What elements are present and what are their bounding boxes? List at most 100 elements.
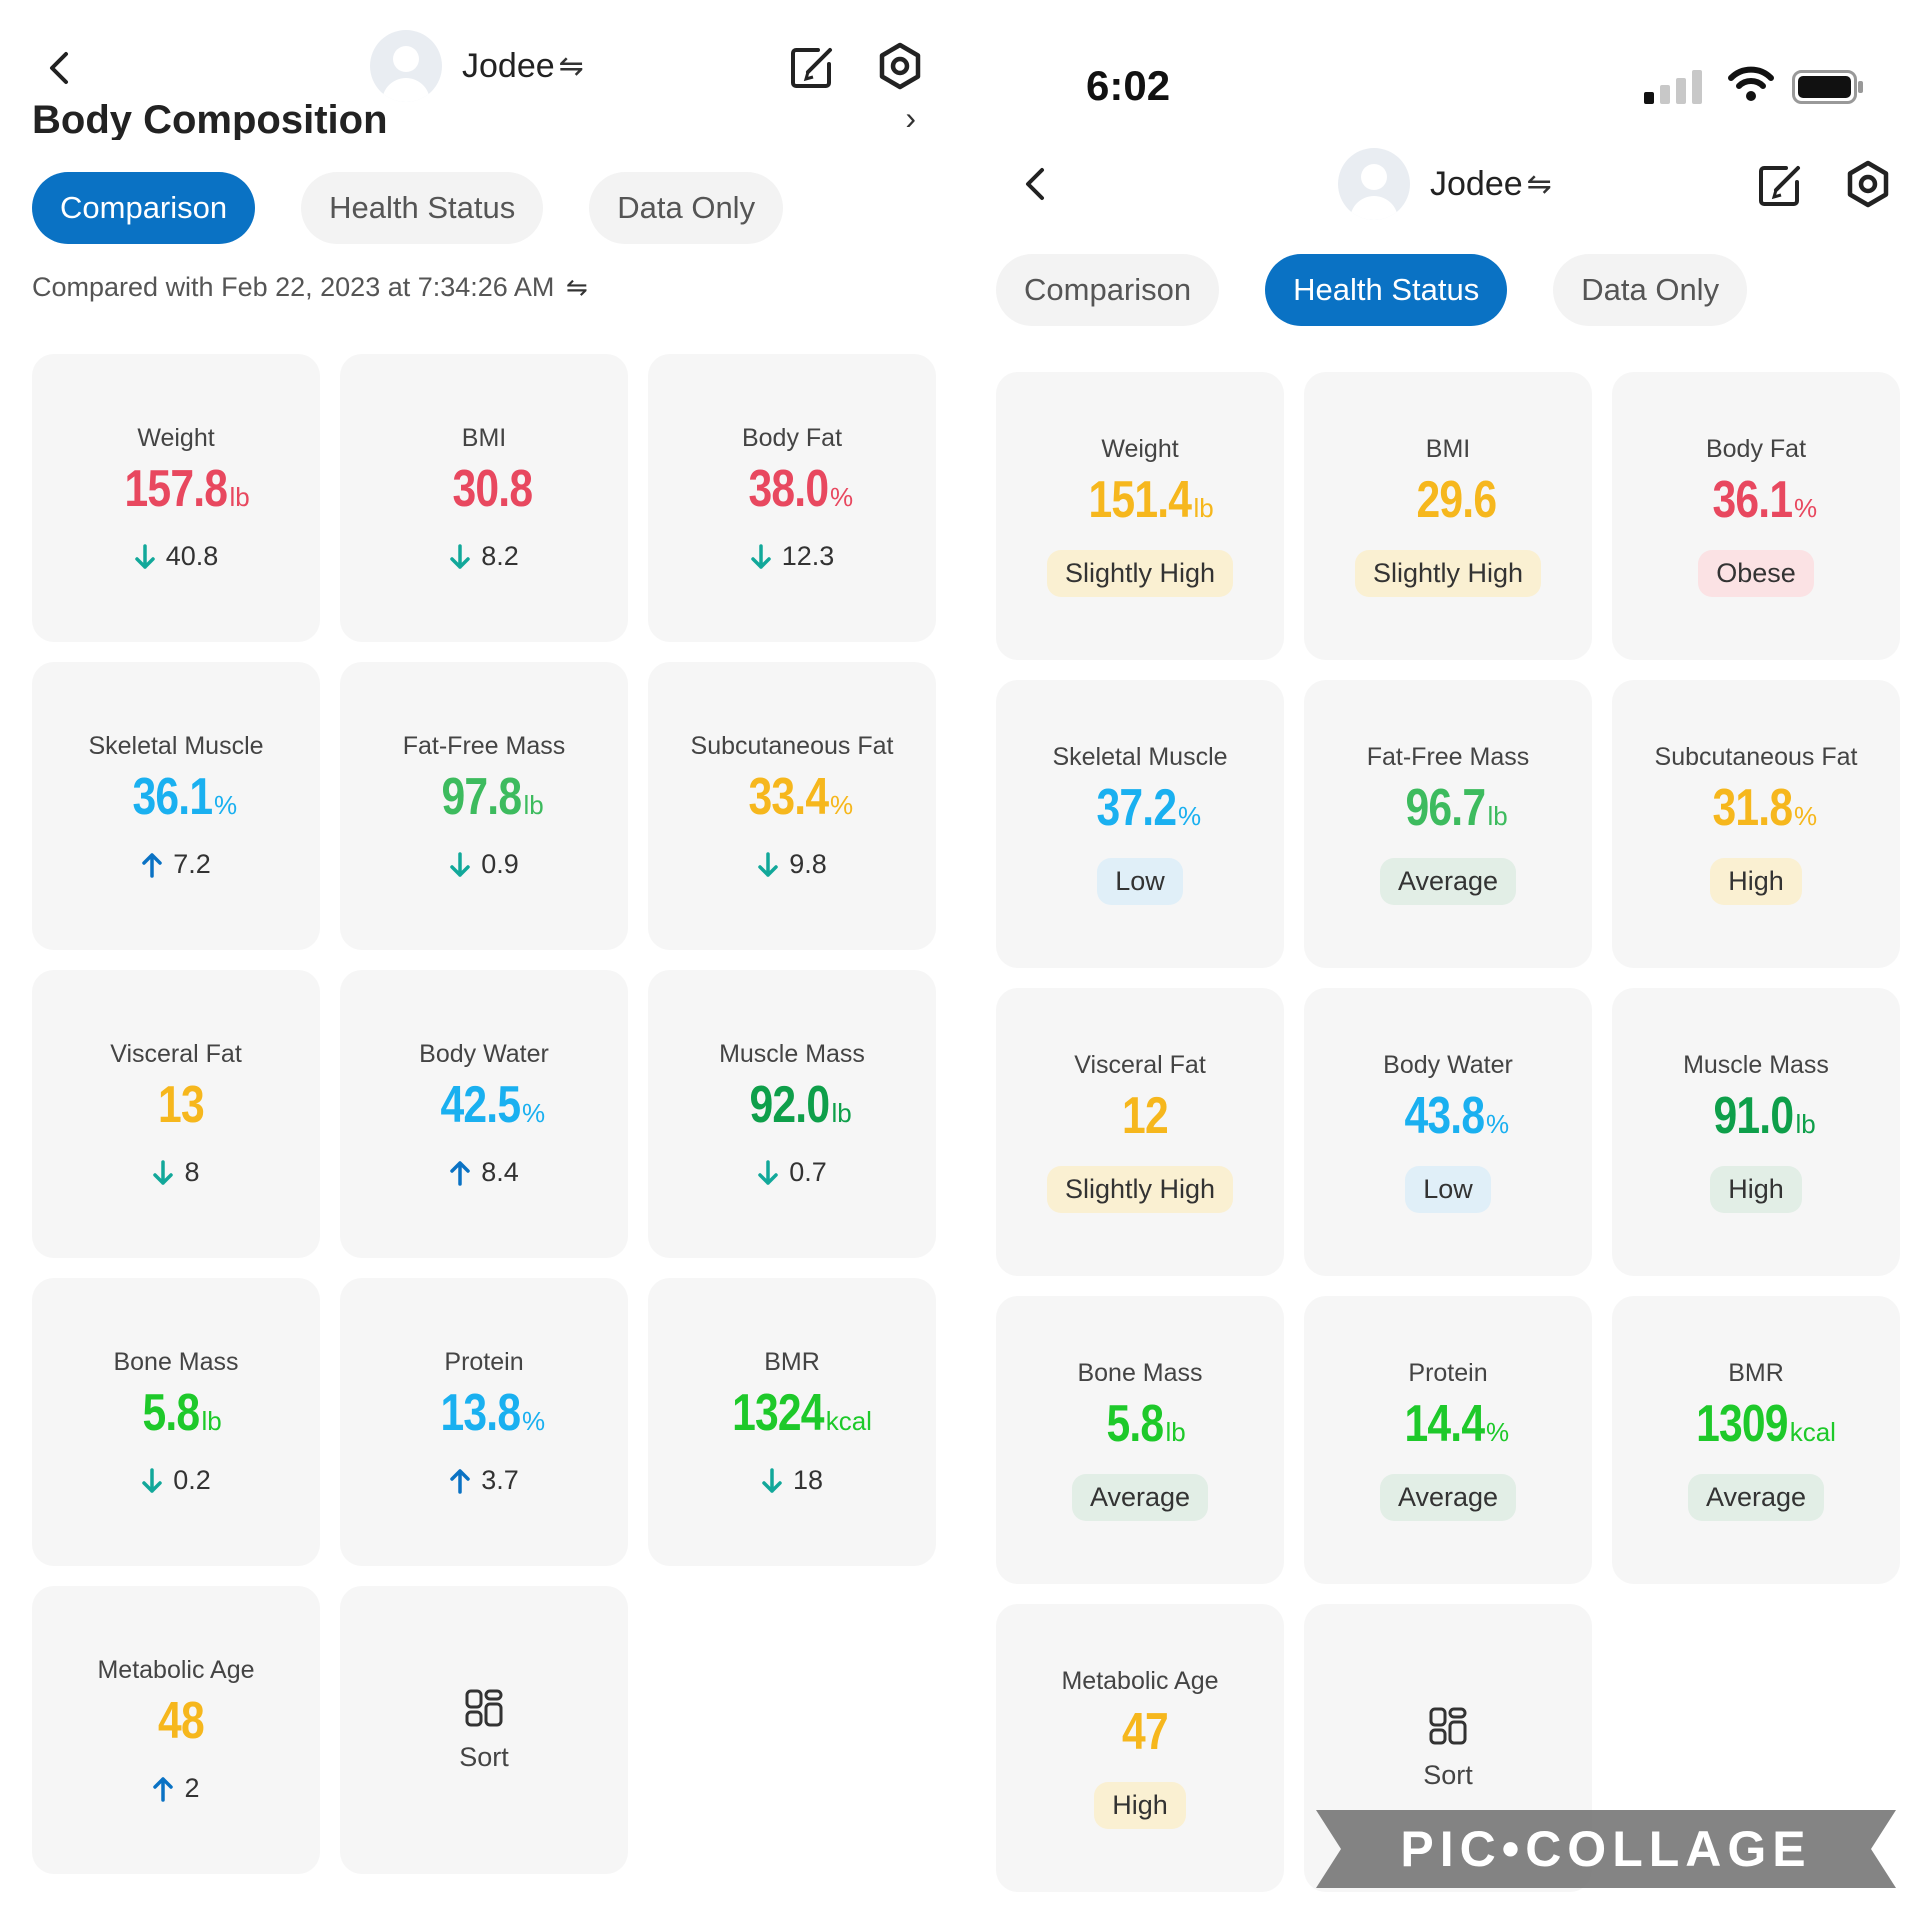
metric-grid-health-status: Weight 151.4 lb Slightly High BMI 29.6 Slightl… <box>996 372 1900 1892</box>
arrow-down-icon <box>450 851 470 877</box>
status-badge: Slightly High <box>1354 550 1542 597</box>
metric-value-row: 30.8 <box>435 463 534 515</box>
status-badge: High <box>1094 1782 1186 1829</box>
arrow-down-icon <box>758 851 778 877</box>
swap-arrows-icon[interactable]: ⇋ <box>565 272 588 302</box>
metric-value: 36.1 <box>1712 471 1793 529</box>
metric-value: 1309 <box>1696 1395 1788 1453</box>
metric-change: 9.8 <box>757 849 827 880</box>
metric-card-body-fat[interactable]: Body Fat 36.1% Obese <box>1612 372 1900 660</box>
status-badge: Average <box>1379 1474 1517 1521</box>
metric-card-body-fat[interactable]: Body Fat 38.0% 12.3 <box>648 354 936 642</box>
metric-unit: lb <box>831 1098 852 1128</box>
swap-arrows-icon: ⇋ <box>1526 167 1552 201</box>
sort-button[interactable]: Sort <box>340 1586 628 1874</box>
metric-value-row: 5.8 lb <box>1094 1398 1186 1450</box>
settings-gear-icon[interactable] <box>1844 160 1892 208</box>
metric-label: Body Water <box>1383 1051 1513 1079</box>
metric-card-bmi[interactable]: BMI 29.6 Slightly High <box>1304 372 1592 660</box>
metric-card-metabolic-age[interactable]: Metabolic Age 48 2 <box>32 1586 320 1874</box>
pic-collage-watermark: PIC•COLLAGE <box>1316 1810 1896 1888</box>
metric-card-weight[interactable]: Weight 151.4 lb Slightly High <box>996 372 1284 660</box>
back-chevron-icon[interactable] <box>1016 164 1056 204</box>
metric-change-value: 0.9 <box>481 849 519 879</box>
tab-health-status[interactable]: Health Status <box>1265 254 1508 326</box>
metric-card-bone-mass[interactable]: Bone Mass 5.8 lb Average <box>996 1296 1284 1584</box>
metric-card-protein[interactable]: Protein 14.4% Average <box>1304 1296 1592 1584</box>
arrow-down-icon <box>134 543 155 569</box>
metric-unit: % <box>1486 1417 1510 1447</box>
right-tabs: Comparison Health Status Data Only <box>996 254 1748 326</box>
metric-card-body-water[interactable]: Body Water 42.5% 8.4 <box>340 970 628 1258</box>
user-name: Jodee <box>1430 164 1523 203</box>
edit-icon[interactable] <box>1756 162 1804 210</box>
metric-value: 37.2 <box>1096 779 1177 837</box>
metric-card-subcutaneous-fat[interactable]: Subcutaneous Fat 31.8% High <box>1612 680 1900 968</box>
tab-data-only[interactable]: Data Only <box>1553 254 1748 326</box>
metric-card-weight[interactable]: Weight 157.8 lb 40.8 <box>32 354 320 642</box>
metric-card-muscle-mass[interactable]: Muscle Mass 92.0 lb 0.7 <box>648 970 936 1258</box>
sort-label: Sort <box>1423 1759 1473 1790</box>
metric-card-skeletal-muscle[interactable]: Skeletal Muscle 36.1% 7.2 <box>32 662 320 950</box>
tab-comparison[interactable]: Comparison <box>32 172 256 244</box>
metric-unit: kcal <box>1789 1417 1836 1447</box>
arrow-up-icon <box>450 1468 470 1494</box>
arrow-down-icon <box>450 543 470 569</box>
user-switcher[interactable]: Jodee ⇋ <box>1338 148 1552 220</box>
metric-unit: % <box>1794 493 1818 523</box>
metric-card-subcutaneous-fat[interactable]: Subcutaneous Fat 33.4% 9.8 <box>648 662 936 950</box>
user-switcher[interactable]: Jodee ⇋ <box>370 30 584 102</box>
compared-with-text[interactable]: Compared with Feb 22, 2023 at 7:34:26 AM… <box>32 272 588 303</box>
user-name: Jodee <box>462 46 555 85</box>
metric-value: 43.8 <box>1404 1087 1485 1145</box>
metric-value-row: 38.0% <box>731 463 853 515</box>
metric-value-row: 47 <box>1112 1703 1169 1761</box>
metric-card-bmr[interactable]: BMR 1309 kcal Average <box>1612 1296 1900 1584</box>
tab-data-only[interactable]: Data Only <box>589 172 784 244</box>
metric-label: Protein <box>1408 1359 1488 1387</box>
metric-value: 47 <box>1122 1703 1169 1761</box>
metric-card-skeletal-muscle[interactable]: Skeletal Muscle 37.2% Low <box>996 680 1284 968</box>
metric-value: 1324 <box>732 1384 824 1442</box>
metric-value: 13 <box>158 1076 205 1134</box>
metric-card-metabolic-age[interactable]: Metabolic Age 47 High <box>996 1604 1284 1892</box>
settings-gear-icon[interactable] <box>876 42 924 90</box>
metric-unit: lb <box>1487 801 1508 831</box>
tab-comparison[interactable]: Comparison <box>996 254 1220 326</box>
metric-card-fat-free-mass[interactable]: Fat-Free Mass 96.7 lb Average <box>1304 680 1592 968</box>
metric-card-body-water[interactable]: Body Water 43.8% Low <box>1304 988 1592 1276</box>
metric-change-value: 3.7 <box>481 1465 519 1495</box>
metric-card-visceral-fat[interactable]: Visceral Fat 12 Slightly High <box>996 988 1284 1276</box>
tab-health-status[interactable]: Health Status <box>301 172 544 244</box>
metric-card-protein[interactable]: Protein 13.8% 3.7 <box>340 1278 628 1566</box>
metric-value: 96.7 <box>1405 779 1487 837</box>
metric-card-fat-free-mass[interactable]: Fat-Free Mass 97.8 lb 0.9 <box>340 662 628 950</box>
metric-card-muscle-mass[interactable]: Muscle Mass 91.0 lb High <box>1612 988 1900 1276</box>
metric-change: 0.2 <box>141 1465 211 1496</box>
metric-card-bone-mass[interactable]: Bone Mass 5.8 lb 0.2 <box>32 1278 320 1566</box>
metric-label: Skeletal Muscle <box>1052 743 1228 771</box>
edit-icon[interactable] <box>788 44 836 92</box>
metric-change-value: 8 <box>184 1157 200 1187</box>
metric-value-row: 43.8% <box>1387 1090 1509 1142</box>
metric-unit: % <box>1178 801 1202 831</box>
left-header: Jodee ⇋ <box>0 14 960 102</box>
metric-change: 18 <box>761 1465 823 1496</box>
metric-value-row: 97.8 lb <box>424 771 544 823</box>
metric-card-visceral-fat[interactable]: Visceral Fat 13 8 <box>32 970 320 1258</box>
metric-value: 91.0 <box>1713 1087 1795 1145</box>
arrow-up-icon <box>450 1160 470 1186</box>
metric-value-row: 157.8 lb <box>102 463 250 515</box>
metric-value-row: 5.8 lb <box>130 1387 222 1439</box>
chevron-right-icon[interactable]: › <box>905 100 916 132</box>
metric-change: 8 <box>152 1157 200 1188</box>
arrow-down-icon <box>750 543 771 569</box>
metric-value-row: 13 <box>148 1076 205 1134</box>
metric-value-row: 48 <box>148 1695 205 1747</box>
metric-change-value: 8.2 <box>481 541 519 571</box>
back-chevron-icon[interactable] <box>40 48 80 88</box>
metric-label: BMI <box>461 424 507 452</box>
metric-value: 31.8 <box>1712 779 1793 837</box>
metric-card-bmi[interactable]: BMI 30.8 8.2 <box>340 354 628 642</box>
metric-card-bmr[interactable]: BMR 1324 kcal 18 <box>648 1278 936 1566</box>
